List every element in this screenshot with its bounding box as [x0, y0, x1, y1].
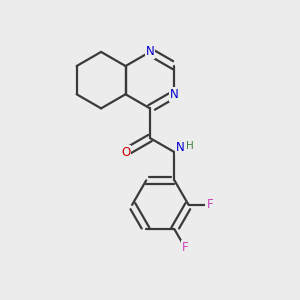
Text: N: N	[170, 88, 179, 101]
Text: F: F	[182, 241, 188, 254]
Text: O: O	[121, 146, 130, 159]
Text: N: N	[176, 141, 185, 154]
Text: F: F	[206, 198, 213, 211]
Text: N: N	[146, 45, 154, 58]
Text: H: H	[186, 141, 194, 151]
